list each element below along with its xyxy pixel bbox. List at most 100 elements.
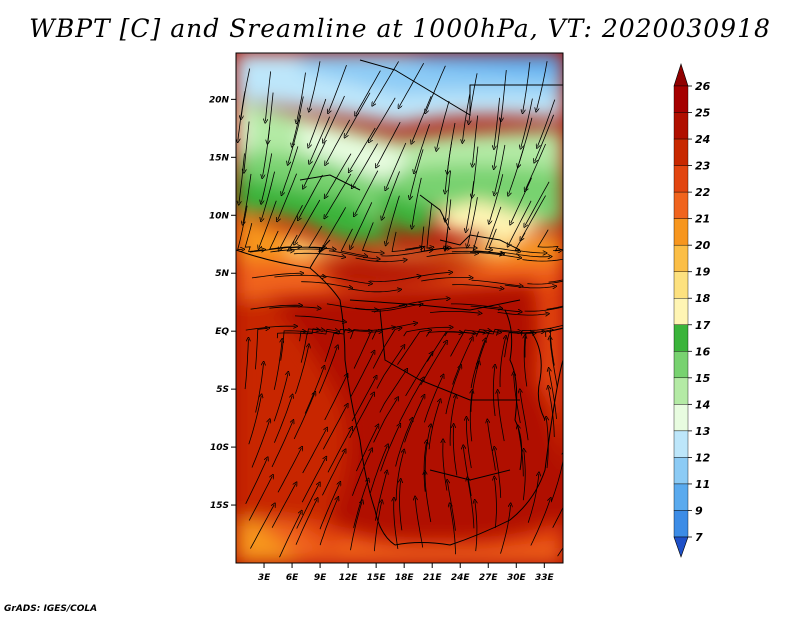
colorbar-swatch	[673, 324, 689, 352]
streamline	[310, 116, 330, 163]
streamline	[548, 279, 563, 283]
streamline	[475, 501, 477, 552]
lat-tick-label: EQ	[215, 327, 229, 337]
streamline	[350, 502, 363, 551]
streamline	[501, 70, 507, 120]
streamline	[345, 92, 371, 137]
streamline	[403, 327, 451, 337]
streamline	[376, 346, 404, 389]
streamline	[550, 338, 558, 388]
streamline	[523, 62, 531, 111]
streamline	[414, 124, 430, 172]
streamline	[386, 142, 407, 189]
streamline	[261, 171, 275, 220]
streamline	[545, 327, 563, 338]
streamline	[452, 339, 473, 385]
streamline	[361, 222, 383, 253]
streamline	[524, 337, 527, 387]
streamline	[304, 142, 326, 187]
lon-tick-label: 12E	[339, 573, 359, 583]
streamline	[445, 170, 451, 221]
streamline	[237, 205, 248, 250]
colorbar-level-label: 17	[695, 319, 711, 332]
colorbar-level-label: 22	[695, 186, 711, 199]
streamline	[509, 146, 525, 195]
lat-tick-label: 5N	[215, 269, 229, 279]
streamline	[423, 442, 426, 492]
streamline	[271, 421, 293, 468]
streamline	[405, 353, 432, 397]
streamline	[525, 143, 546, 190]
streamline	[249, 247, 300, 253]
colorbar-level-label: 21	[695, 213, 710, 226]
streamline	[537, 61, 548, 110]
streamline	[437, 100, 450, 149]
streamline	[401, 272, 451, 280]
streamline	[324, 375, 347, 421]
streamline	[325, 153, 352, 197]
lon-tick-label: 9E	[314, 573, 327, 583]
map-frame	[235, 52, 564, 564]
streamline	[263, 127, 271, 176]
streamline	[470, 363, 479, 412]
streamline	[420, 342, 447, 386]
colorbar-swatch	[673, 271, 689, 299]
colorbar-swatch	[673, 112, 689, 140]
streamline	[244, 223, 263, 251]
streamline	[277, 448, 301, 493]
streamline	[424, 376, 443, 423]
lon-tick-label: 24E	[451, 573, 471, 583]
streamline	[289, 234, 325, 248]
colorbar-level-label: 13	[695, 425, 711, 438]
streamline	[325, 173, 352, 217]
lat-tick-label: 10S	[210, 443, 229, 453]
streamline	[340, 228, 366, 256]
colorbar-swatch	[673, 298, 689, 325]
colorbar-swatch	[673, 351, 689, 379]
streamline	[391, 231, 422, 252]
streamline	[352, 450, 371, 496]
streamline	[324, 95, 345, 141]
lon-tick-label: 18E	[395, 573, 415, 583]
streamline	[324, 329, 350, 363]
streamline	[497, 312, 548, 315]
streamline	[265, 71, 271, 121]
streamline	[280, 331, 304, 361]
streamline	[309, 61, 321, 110]
streamline	[372, 328, 400, 369]
streamline	[250, 505, 274, 549]
lat-tick-label: 15S	[210, 501, 229, 511]
streamline	[295, 499, 317, 545]
streamline	[273, 373, 288, 422]
streamline	[463, 92, 471, 141]
streamline	[399, 63, 425, 107]
lon-tick-label: 3E	[258, 573, 271, 583]
streamline	[292, 96, 304, 146]
streamline	[319, 498, 338, 546]
colorbar-level-label: 23	[695, 160, 711, 173]
streamline	[453, 426, 458, 476]
streamline	[484, 206, 502, 250]
streamline	[475, 328, 520, 337]
streamline	[395, 451, 404, 501]
streamline	[301, 281, 351, 288]
colorbar-level-label: 16	[695, 345, 711, 358]
streamline	[466, 418, 472, 469]
streamline	[450, 330, 486, 357]
streamline	[420, 226, 446, 252]
colorbar-swatch	[673, 404, 689, 432]
streamline	[373, 61, 399, 104]
streamline	[470, 305, 521, 312]
streamline	[248, 476, 272, 521]
streamline	[549, 328, 563, 366]
streamline	[269, 307, 319, 309]
streamline	[321, 207, 347, 250]
map-title: WBPT [C] and Sreamline at 1000hPa, VT: 2…	[29, 14, 771, 43]
streamline	[415, 498, 424, 548]
streamline	[489, 174, 504, 222]
colorbar-level-label: 25	[695, 107, 711, 120]
streamline	[463, 447, 472, 497]
streamline	[371, 323, 416, 340]
streamline	[250, 305, 301, 310]
